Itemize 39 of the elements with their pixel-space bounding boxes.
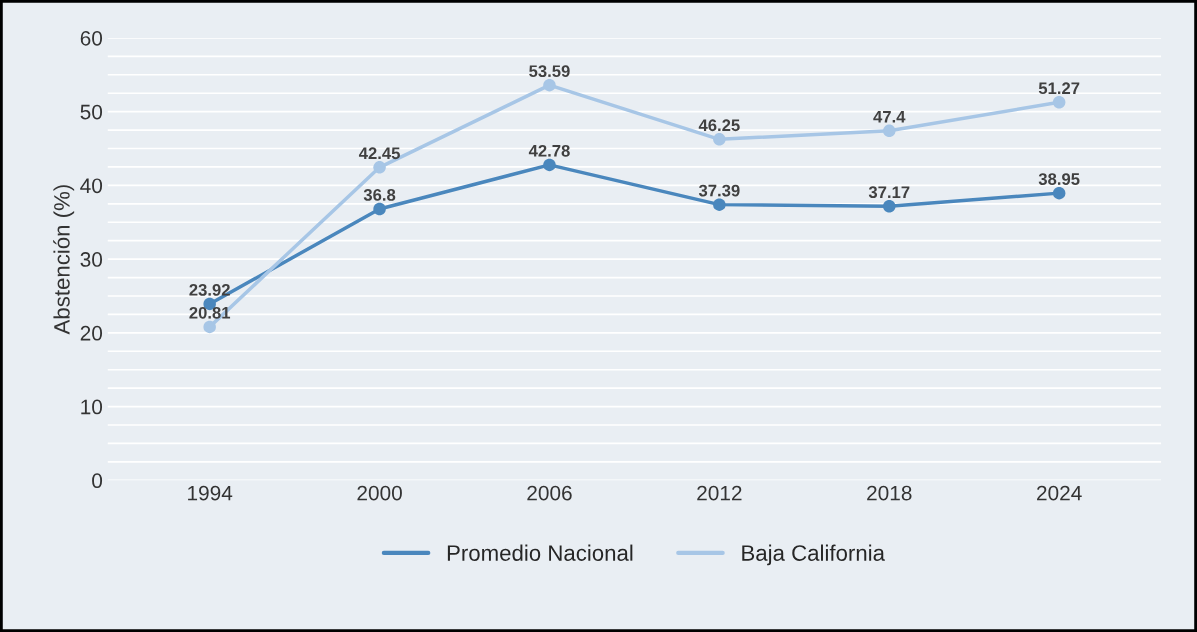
point xyxy=(373,161,386,174)
point xyxy=(543,158,556,172)
y-tick-label: 30 xyxy=(80,252,103,267)
x-tick-label: 2024 xyxy=(1037,485,1082,501)
legend-label: Promedio Nacional xyxy=(447,544,633,561)
point xyxy=(713,198,726,211)
point xyxy=(713,133,726,146)
data-label: 38.95 xyxy=(1038,173,1080,185)
point xyxy=(883,200,896,213)
point xyxy=(203,320,216,334)
data-label: 20.81 xyxy=(189,306,231,319)
point xyxy=(373,202,386,216)
data-label: 37.17 xyxy=(868,186,910,199)
point xyxy=(1052,96,1066,109)
point xyxy=(883,124,896,138)
y-tick-label: 10 xyxy=(81,399,103,415)
point xyxy=(543,78,556,92)
y-tick-label: 60 xyxy=(80,30,103,46)
data-label: 23.92 xyxy=(189,283,230,296)
y-tick-label: 20 xyxy=(80,325,103,341)
y-tick-label: 0 xyxy=(92,473,103,489)
y-axis-title: Abstención (%) xyxy=(53,185,75,335)
legend-label: Baja California xyxy=(742,544,885,566)
data-label: 53.59 xyxy=(529,65,570,78)
x-tick-label: 2006 xyxy=(527,485,572,501)
y-tick-label: 50 xyxy=(80,104,103,120)
x-tick-label: 2012 xyxy=(697,485,742,501)
y-tick-label: 40 xyxy=(80,178,103,194)
data-label: 37.39 xyxy=(698,184,740,197)
x-tick-label: 2018 xyxy=(867,485,912,501)
data-label: 51.27 xyxy=(1038,82,1080,95)
x-tick-label: 1994 xyxy=(188,485,233,501)
data-label: 42.45 xyxy=(358,147,400,160)
data-label: 42.78 xyxy=(528,144,570,157)
point xyxy=(1052,186,1066,200)
x-tick-label: 2000 xyxy=(357,485,402,501)
data-label: 46.25 xyxy=(698,119,740,132)
data-label: 36.8 xyxy=(363,189,396,201)
data-label: 47.4 xyxy=(873,111,906,123)
